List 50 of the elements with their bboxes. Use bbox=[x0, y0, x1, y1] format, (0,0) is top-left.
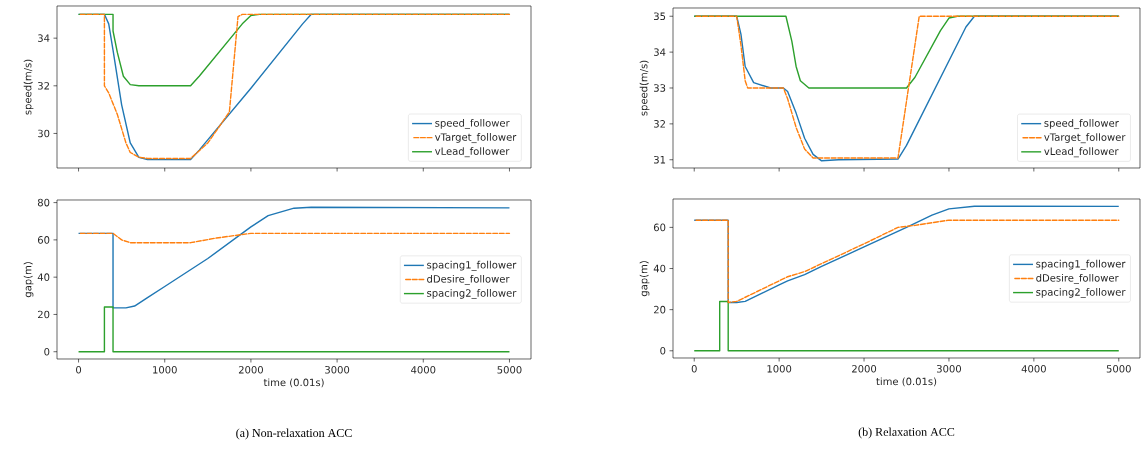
y-tick-label: 80 bbox=[37, 198, 50, 207]
y-axis-title: gap(m) bbox=[639, 261, 650, 297]
text: (b) Relaxation ACC bbox=[858, 427, 955, 439]
y-tick-label: 35 bbox=[654, 12, 666, 21]
y-tick-label: 32 bbox=[38, 82, 49, 90]
legend-label: vLead_follower bbox=[435, 147, 510, 158]
y-tick-label: 20 bbox=[37, 310, 50, 319]
x-tick-label: 2000 bbox=[852, 365, 877, 373]
x-tick-label: 0 bbox=[76, 366, 82, 374]
legend-label: vTarget_follower bbox=[1044, 133, 1126, 144]
x-tick-label: 5000 bbox=[497, 366, 522, 374]
x-tick-label: 4000 bbox=[411, 366, 436, 374]
x-tick-label: 4000 bbox=[1021, 365, 1046, 373]
legend-label: dDesire_follower bbox=[1036, 273, 1119, 284]
legend-label: dDesire_follower bbox=[427, 274, 510, 285]
x-axis-title: time (0.01s) bbox=[263, 378, 324, 388]
y-axis-title: gap(m) bbox=[23, 262, 34, 298]
x-tick-label: 3000 bbox=[937, 365, 962, 373]
y-tick-label: 34 bbox=[38, 34, 50, 42]
legend-label: spacing1_follower bbox=[1036, 259, 1126, 270]
legend-label: spacing2_follower bbox=[427, 289, 517, 299]
x-tick-label: 1000 bbox=[153, 366, 177, 374]
x-tick-label: 1000 bbox=[767, 365, 792, 373]
x-tick-label: 2000 bbox=[238, 366, 263, 374]
y-tick-label: 31 bbox=[654, 155, 666, 164]
legend-label: vLead_follower bbox=[1044, 147, 1119, 158]
y-tick-label: 60 bbox=[653, 223, 666, 232]
legend-label: speed_follower bbox=[435, 119, 510, 129]
y-tick-label: 34 bbox=[654, 48, 666, 56]
x-axis-title: time (0.01s) bbox=[876, 377, 937, 387]
y-tick-label: 33 bbox=[654, 84, 666, 92]
y-axis-title: speed(m/s) bbox=[639, 60, 650, 116]
y-tick-label: 30 bbox=[38, 129, 50, 138]
x-tick-label: 0 bbox=[691, 365, 697, 373]
legend-label: vTarget_follower bbox=[435, 133, 517, 144]
legend-label: speed_follower bbox=[1044, 119, 1119, 130]
legend-label: spacing2_follower bbox=[1036, 288, 1126, 298]
y-axis-title: speed(m/s) bbox=[23, 59, 34, 115]
y-tick-label: 40 bbox=[37, 273, 50, 281]
y-tick-label: 40 bbox=[653, 264, 666, 273]
y-tick-label: 60 bbox=[37, 236, 50, 244]
y-tick-label: 0 bbox=[44, 347, 50, 356]
x-tick-label: 5000 bbox=[1106, 365, 1131, 373]
y-tick-label: 32 bbox=[654, 120, 665, 128]
y-tick-label: 20 bbox=[653, 305, 666, 314]
y-tick-label: 0 bbox=[660, 347, 666, 355]
x-tick-label: 3000 bbox=[325, 366, 350, 374]
text: (a) Non-relaxation ACC bbox=[236, 428, 352, 440]
line-series bbox=[77, 232, 511, 244]
legend-label: spacing1_follower bbox=[427, 260, 517, 271]
